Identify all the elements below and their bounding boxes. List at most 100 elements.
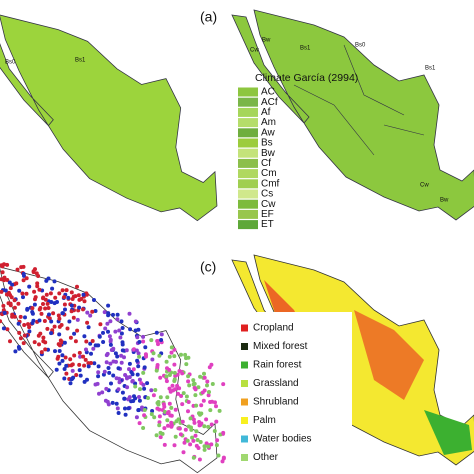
point bbox=[48, 291, 53, 296]
point bbox=[15, 267, 20, 272]
point bbox=[216, 453, 221, 458]
panel-label: (c) bbox=[200, 259, 216, 275]
point bbox=[117, 380, 122, 385]
point bbox=[117, 328, 122, 333]
point bbox=[142, 386, 147, 391]
point bbox=[49, 319, 54, 324]
legend-swatch bbox=[241, 454, 248, 461]
legend-label: Mixed forest bbox=[253, 341, 308, 352]
map-a-left bbox=[0, 14, 218, 222]
point bbox=[2, 310, 7, 315]
point bbox=[149, 388, 154, 393]
point bbox=[39, 350, 44, 355]
point bbox=[197, 457, 202, 462]
point bbox=[135, 372, 140, 377]
point bbox=[32, 289, 37, 294]
point bbox=[33, 295, 38, 300]
point bbox=[136, 364, 141, 369]
point bbox=[42, 319, 47, 323]
point bbox=[69, 377, 74, 382]
point bbox=[8, 301, 13, 306]
point bbox=[128, 327, 133, 332]
point bbox=[70, 368, 75, 373]
point bbox=[75, 317, 80, 322]
point bbox=[72, 331, 77, 336]
point bbox=[165, 418, 170, 423]
legend-swatch bbox=[238, 209, 258, 219]
point bbox=[157, 414, 162, 419]
point bbox=[171, 388, 176, 393]
map-label: Bw bbox=[262, 38, 271, 44]
point bbox=[10, 282, 15, 287]
legend-swatch bbox=[238, 179, 258, 189]
legend-swatch bbox=[238, 138, 258, 148]
point bbox=[62, 302, 67, 307]
point bbox=[101, 330, 105, 335]
point bbox=[38, 331, 43, 336]
point bbox=[169, 423, 174, 428]
legend-label: Shrubland bbox=[253, 397, 299, 408]
point bbox=[12, 298, 17, 303]
point bbox=[165, 395, 170, 400]
point bbox=[88, 341, 93, 346]
point bbox=[138, 387, 142, 392]
legend-label: Cf bbox=[261, 158, 271, 169]
point bbox=[2, 262, 6, 267]
point bbox=[45, 326, 50, 331]
point bbox=[221, 456, 226, 461]
point bbox=[158, 430, 163, 435]
point bbox=[188, 442, 193, 447]
point bbox=[23, 315, 27, 320]
point bbox=[18, 336, 23, 341]
point bbox=[169, 345, 174, 350]
point bbox=[101, 340, 106, 344]
point bbox=[37, 287, 42, 292]
point bbox=[191, 455, 196, 460]
point bbox=[106, 366, 111, 370]
point bbox=[188, 416, 193, 421]
point bbox=[116, 366, 121, 371]
point bbox=[157, 420, 162, 425]
point bbox=[5, 327, 10, 332]
point bbox=[116, 411, 121, 415]
point bbox=[57, 343, 62, 348]
point bbox=[186, 355, 191, 360]
point bbox=[115, 317, 120, 322]
point bbox=[127, 361, 132, 366]
point bbox=[184, 362, 189, 367]
point bbox=[17, 330, 22, 335]
point bbox=[47, 316, 52, 321]
point bbox=[78, 373, 83, 378]
point bbox=[205, 383, 209, 388]
point bbox=[111, 312, 115, 317]
point bbox=[127, 367, 131, 372]
point bbox=[52, 324, 57, 329]
point bbox=[202, 375, 207, 380]
legend-label: Cropland bbox=[253, 323, 294, 334]
point bbox=[84, 347, 88, 352]
point bbox=[97, 391, 101, 396]
point bbox=[190, 435, 195, 440]
point bbox=[172, 379, 177, 383]
point bbox=[167, 401, 172, 406]
point bbox=[72, 353, 77, 358]
point bbox=[191, 378, 196, 383]
point bbox=[90, 309, 95, 314]
point bbox=[179, 394, 184, 398]
point bbox=[191, 438, 196, 443]
point bbox=[103, 398, 108, 403]
point bbox=[182, 440, 187, 445]
point bbox=[200, 390, 205, 395]
point bbox=[103, 326, 108, 331]
point bbox=[202, 371, 206, 376]
point bbox=[137, 398, 142, 403]
point bbox=[64, 288, 69, 293]
point bbox=[164, 374, 169, 379]
point bbox=[104, 386, 109, 391]
point bbox=[27, 329, 32, 334]
point bbox=[214, 443, 219, 448]
point bbox=[21, 341, 26, 346]
point bbox=[165, 411, 170, 416]
point bbox=[144, 354, 148, 359]
point bbox=[14, 281, 19, 286]
